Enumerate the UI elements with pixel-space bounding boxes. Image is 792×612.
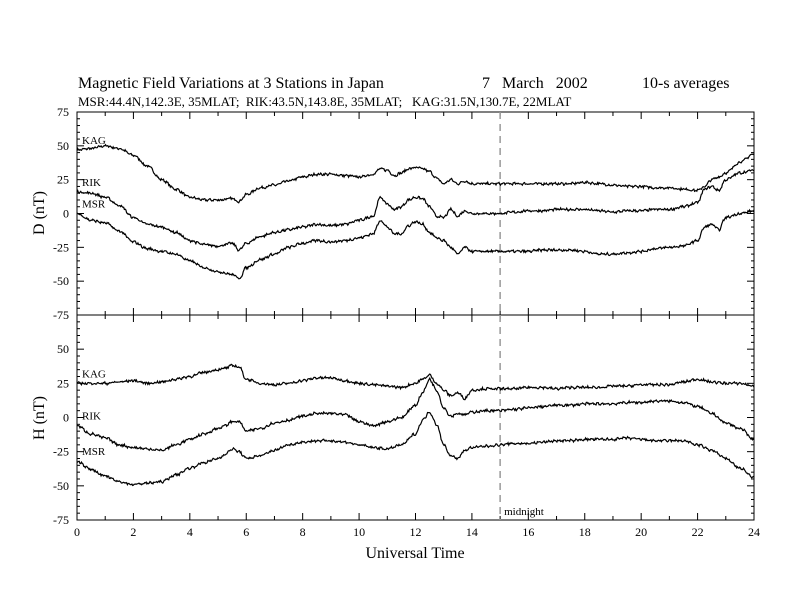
top-ytick-label: 0: [63, 207, 69, 221]
chart-title: Magnetic Field Variations at 3 Stations …: [78, 75, 384, 92]
top-ytick-label: -75: [53, 308, 69, 322]
bottom-ytick-label: 25: [57, 376, 69, 390]
midnight-annotation: midnight: [504, 506, 544, 518]
bottom-panel-frame: [76, 314, 755, 521]
top-series-label-rik: RIK: [82, 177, 101, 189]
bottom-ytick-label: 50: [57, 342, 69, 356]
bottom-series-label-kag: KAG: [82, 368, 106, 380]
top-panel-ylabel: D (nT): [31, 191, 48, 235]
bottom-series-label-msr: MSR: [82, 446, 106, 458]
xtick-label: 2: [130, 525, 136, 539]
xtick-label: 16: [522, 525, 534, 539]
top-ytick-label: -25: [53, 240, 69, 254]
bottom-series-label-rik: RIK: [82, 411, 101, 423]
xtick-label: 12: [410, 525, 422, 539]
bottom-panel-ylabel: H (nT): [31, 396, 48, 440]
xtick-label: 20: [635, 525, 647, 539]
bottom-ytick-label: 0: [63, 411, 69, 425]
chart-subtitle: MSR:44.4N,142.3E, 35MLAT; RIK:43.5N,143.…: [78, 94, 571, 109]
xtick-label: 14: [466, 525, 478, 539]
bottom-trace-msr: [76, 411, 755, 487]
top-panel-frame: [76, 111, 755, 316]
xtick-label: 8: [300, 525, 306, 539]
bottom-ytick-label: -25: [53, 445, 69, 459]
xtick-label: 10: [353, 525, 365, 539]
top-ytick-label: 50: [57, 139, 69, 153]
top-series-label-msr: MSR: [82, 199, 106, 211]
xtick-label: 22: [692, 525, 704, 539]
top-series-label-kag: KAG: [82, 135, 106, 147]
top-trace-rik: [76, 169, 755, 252]
chart-averaging: 10-s averages: [642, 75, 730, 92]
bottom-ytick-label: -75: [53, 513, 69, 527]
bottom-ytick-label: -50: [53, 479, 69, 493]
x-axis-title: Universal Time: [365, 545, 464, 562]
xtick-label: 6: [243, 525, 249, 539]
chart-date: 7 March 2002: [482, 75, 588, 92]
bottom-trace-kag: [76, 363, 755, 401]
xtick-label: 24: [748, 525, 760, 539]
top-ytick-label: -50: [53, 274, 69, 288]
top-trace-kag: [76, 143, 755, 204]
top-trace-msr: [76, 208, 755, 280]
xtick-label: 0: [74, 525, 80, 539]
top-ytick-label: 75: [57, 105, 69, 119]
plot-layer: 75 50 25 0 -25 -50 -75 KAG RIK MSR 50 25 0 -25 -50 -75 0…: [53, 105, 760, 539]
bottom-trace-rik: [76, 376, 755, 452]
xtick-label: 4: [187, 525, 193, 539]
top-ytick-label: 25: [57, 173, 69, 187]
xtick-label: 18: [579, 525, 591, 539]
